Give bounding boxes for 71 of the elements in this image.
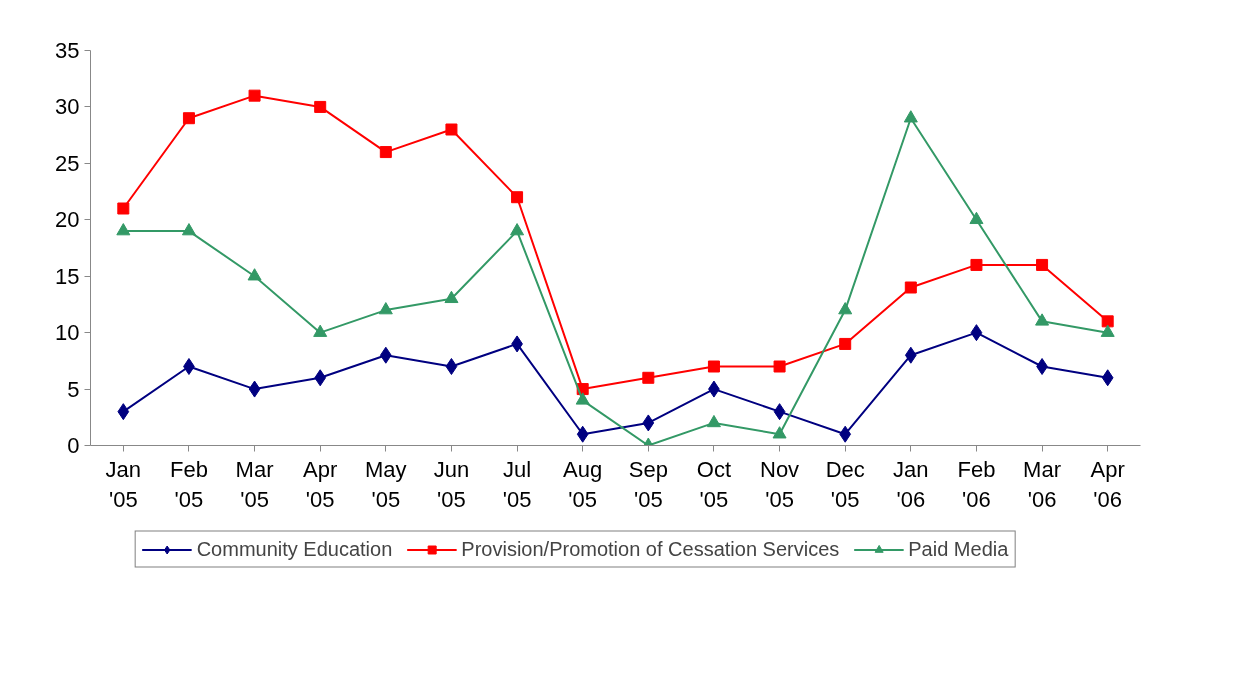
- point: [1036, 258, 1049, 271]
- point: [378, 302, 393, 315]
- point: [707, 360, 720, 373]
- point: [314, 100, 327, 113]
- point: [182, 112, 195, 125]
- point: [773, 360, 786, 373]
- point: [445, 123, 458, 136]
- x-tick-label: Jan '06: [893, 456, 929, 512]
- point: [772, 426, 787, 439]
- y-tick-label: 30: [55, 94, 80, 120]
- x-tick-label: Feb '06: [957, 456, 996, 512]
- point: [511, 191, 524, 204]
- x-tick-label: May '05: [365, 456, 407, 512]
- x-tick-label: Jun '05: [433, 456, 470, 512]
- x-tick-label: Sep '05: [628, 456, 668, 512]
- legend-label: Paid Media: [908, 537, 1009, 561]
- x-tick-label: Dec '05: [825, 456, 865, 512]
- y-tick-label: 20: [55, 207, 80, 233]
- y-tick-label: 35: [55, 38, 80, 63]
- point: [904, 346, 917, 364]
- y-tick-label: 0: [67, 433, 80, 458]
- y-tick-label: 15: [55, 263, 80, 289]
- point: [642, 414, 655, 432]
- point: [313, 324, 328, 337]
- point: [117, 403, 130, 421]
- x-tick-label: Apr '06: [1090, 456, 1125, 512]
- point: [904, 281, 917, 294]
- point: [706, 414, 721, 428]
- point: [642, 371, 655, 384]
- point: [773, 403, 786, 421]
- point: [903, 110, 918, 123]
- point: [576, 425, 589, 443]
- y-tick-label: 5: [67, 376, 80, 402]
- point: [247, 268, 262, 281]
- point: [116, 223, 131, 236]
- point: [970, 324, 983, 342]
- point: [510, 223, 525, 236]
- legend-label: Community Education: [196, 537, 393, 561]
- point: [1101, 369, 1114, 387]
- point: [379, 146, 392, 159]
- x-tick-label: Apr '05: [303, 456, 338, 512]
- point: [314, 369, 327, 387]
- y-tick-label: 25: [55, 150, 80, 176]
- point: [970, 258, 983, 271]
- x-tick-label: Feb '05: [169, 456, 208, 512]
- legend-label: Provision/Promotion of Cessation Services: [461, 537, 840, 561]
- x-tick-label: Jan '05: [105, 456, 142, 512]
- point: [838, 302, 853, 315]
- point: [248, 380, 261, 398]
- point: [575, 392, 590, 405]
- point: [1036, 358, 1048, 375]
- point: [969, 211, 984, 225]
- y-tick-label: 10: [55, 320, 80, 346]
- x-tick-label: Mar '06: [1023, 456, 1062, 512]
- x-tick-label: Mar '05: [235, 456, 274, 512]
- point: [1035, 313, 1050, 326]
- x-tick-label: Nov '05: [760, 456, 800, 512]
- point: [445, 358, 458, 375]
- point: [1101, 315, 1114, 328]
- point: [444, 290, 459, 304]
- point: [1100, 324, 1115, 337]
- point: [117, 202, 130, 215]
- point: [181, 223, 196, 236]
- point: [248, 89, 261, 102]
- point: [183, 358, 195, 375]
- point: [379, 346, 392, 364]
- x-tick-label: Oct '05: [696, 456, 732, 512]
- x-tick-label: Jul '05: [502, 456, 532, 512]
- point: [839, 425, 852, 443]
- x-tick-label: Aug '05: [563, 456, 603, 512]
- point: [839, 337, 852, 350]
